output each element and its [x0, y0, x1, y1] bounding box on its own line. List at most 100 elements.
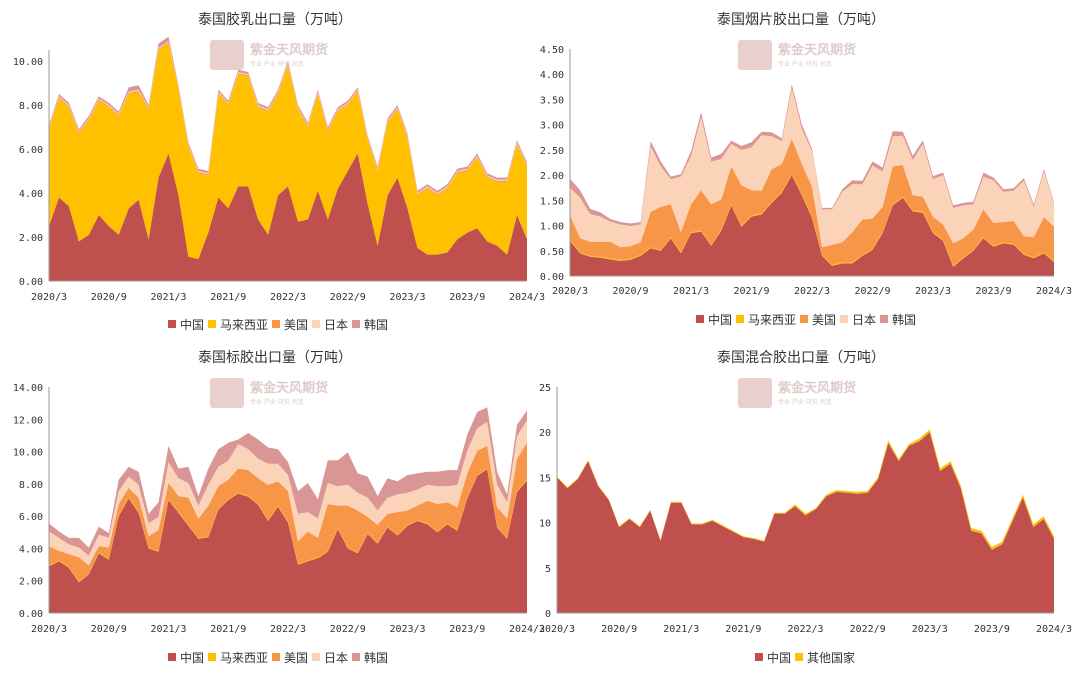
x-tick-label: 2020/3 [31, 292, 67, 303]
legend-entry: 日本 [324, 318, 348, 332]
legend-swatch [168, 320, 176, 328]
watermark-seal-icon [210, 378, 244, 408]
y-tick-label: 0.00 [19, 609, 43, 620]
legend-entry: 马来西亚 [220, 651, 268, 665]
chart-title: 泰国标胶出口量（万吨） [198, 349, 352, 366]
area-series-1 [557, 429, 1054, 550]
legend-swatch [272, 320, 280, 328]
y-tick-label: 2.00 [19, 577, 43, 588]
area-series-2 [570, 138, 1054, 266]
x-tick-label: 2024/3 [509, 624, 545, 635]
x-tick-label: 2020/3 [31, 624, 67, 635]
legend-entry: 日本 [852, 313, 876, 327]
legend-entry: 其他国家 [807, 650, 855, 665]
y-tick-label: 10.00 [13, 57, 43, 68]
x-tick-label: 2020/9 [91, 624, 127, 635]
watermark-subtext: 专业 产业 研究 创造 [250, 398, 304, 406]
legend-swatch [168, 653, 176, 661]
legend-entry: 中国 [708, 312, 732, 327]
x-tick-label: 2022/9 [330, 292, 366, 303]
watermark-subtext: 专业 产业 研究 创造 [778, 398, 832, 406]
area-series-3 [49, 420, 527, 566]
legend-entry: 马来西亚 [220, 318, 268, 332]
x-tick-label: 2022/9 [854, 286, 890, 297]
area-series-0 [557, 432, 1054, 613]
x-tick-label: 2020/9 [612, 286, 648, 297]
x-tick-label: 2020/9 [91, 292, 127, 303]
x-tick-label: 2023/3 [912, 624, 948, 635]
y-tick-label: 8.00 [19, 480, 43, 491]
y-tick-label: 20 [539, 428, 551, 439]
area-series-0 [49, 469, 527, 613]
x-tick-label: 2023/9 [974, 624, 1010, 635]
y-tick-label: 6.00 [19, 145, 43, 156]
legend-swatch [795, 653, 803, 661]
y-tick-label: 0 [545, 609, 551, 620]
legend-swatch [880, 315, 888, 323]
x-tick-label: 2021/9 [733, 286, 769, 297]
watermark-text: 紫金天风期货 [778, 42, 856, 58]
x-tick-label: 2023/9 [975, 286, 1011, 297]
legend-swatch [800, 315, 808, 323]
watermark-seal-icon [210, 40, 244, 70]
x-tick-label: 2020/3 [552, 286, 588, 297]
watermark-text: 紫金天风期货 [778, 380, 856, 396]
y-tick-label: 0.00 [19, 277, 43, 288]
y-tick-label: 4.50 [540, 45, 564, 56]
y-tick-label: 3.50 [540, 95, 564, 106]
watermark-subtext: 专业 产业 研究 创造 [250, 60, 304, 68]
area-series-2 [49, 442, 527, 582]
area-series-3 [570, 88, 1054, 248]
y-tick-label: 5 [545, 564, 551, 575]
x-tick-label: 2021/3 [150, 624, 186, 635]
watermark-seal-icon [738, 378, 772, 408]
legend-entry: 日本 [324, 651, 348, 665]
y-tick-label: 4.00 [19, 189, 43, 200]
legend-swatch [755, 653, 763, 661]
legend-entry: 美国 [812, 313, 836, 327]
legend-swatch [272, 653, 280, 661]
legend-swatch [312, 653, 320, 661]
chart-title: 泰国胶乳出口量（万吨） [198, 11, 352, 28]
watermark-text: 紫金天风期货 [250, 42, 328, 58]
x-tick-label: 2023/3 [915, 286, 951, 297]
area-series-4 [49, 407, 527, 556]
y-tick-label: 25 [539, 383, 551, 394]
y-tick-label: 0.00 [540, 272, 564, 283]
y-tick-label: 10 [539, 519, 551, 530]
x-tick-label: 2022/9 [330, 624, 366, 635]
y-tick-label: 1.00 [540, 222, 564, 233]
x-tick-label: 2020/9 [601, 624, 637, 635]
watermark-subtext: 专业 产业 研究 创造 [778, 60, 832, 68]
legend-entry: 韩国 [364, 317, 388, 332]
x-tick-label: 2020/3 [539, 624, 575, 635]
legend-swatch [736, 315, 744, 323]
y-tick-label: 14.00 [13, 383, 43, 394]
legend-swatch [840, 315, 848, 323]
x-tick-label: 2024/3 [1036, 624, 1072, 635]
legend-entry: 韩国 [892, 312, 916, 327]
legend: 中国 其他国家 [755, 650, 855, 665]
x-tick-label: 2021/3 [663, 624, 699, 635]
chart-title: 泰国烟片胶出口量（万吨） [717, 11, 885, 28]
legend-swatch [208, 653, 216, 661]
legend: 中国 马来西亚 美国 日本 韩国 [168, 317, 388, 332]
y-tick-label: 3.00 [540, 121, 564, 132]
x-tick-label: 2022/3 [270, 292, 306, 303]
x-tick-label: 2022/9 [850, 624, 886, 635]
legend-swatch [352, 653, 360, 661]
y-tick-label: 2.50 [540, 146, 564, 157]
x-tick-label: 2021/9 [210, 292, 246, 303]
x-tick-label: 2024/3 [1036, 286, 1072, 297]
x-tick-label: 2023/3 [389, 624, 425, 635]
y-tick-label: 12.00 [13, 415, 43, 426]
legend-entry: 美国 [284, 318, 308, 332]
legend: 中国 马来西亚 美国 日本 韩国 [696, 312, 916, 327]
legend-entry: 中国 [180, 650, 204, 665]
chart-title: 泰国混合胶出口量（万吨） [717, 349, 885, 366]
x-tick-label: 2024/3 [509, 292, 545, 303]
